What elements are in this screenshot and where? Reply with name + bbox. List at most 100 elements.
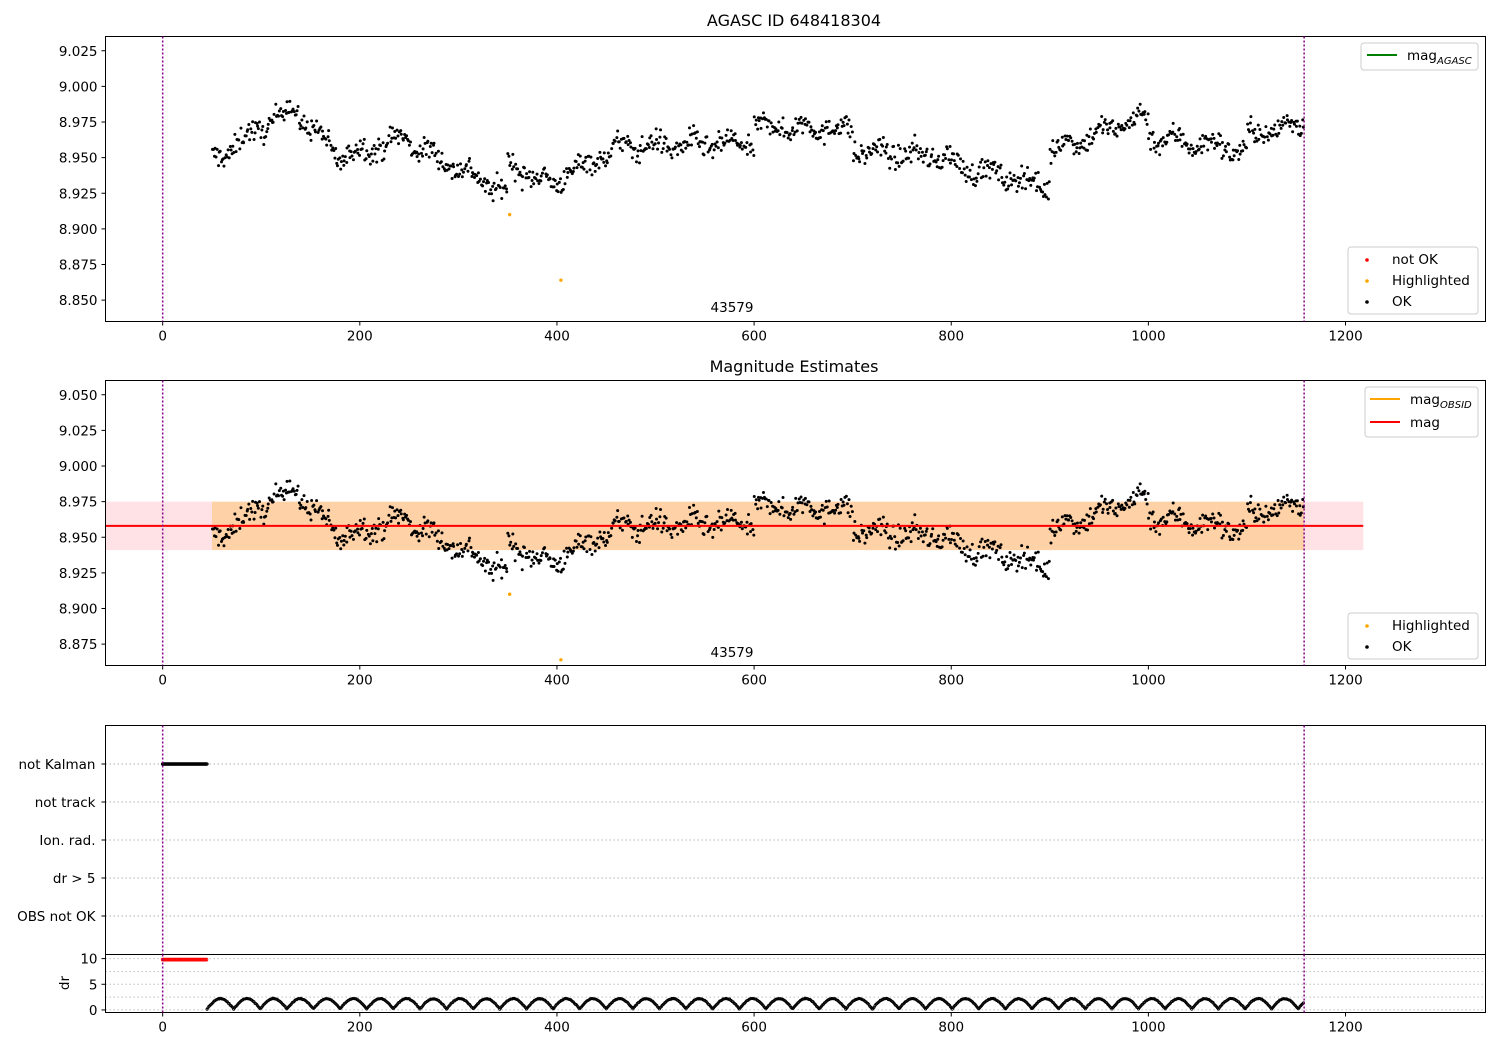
ok-point	[1062, 522, 1066, 526]
ok-point	[288, 99, 292, 103]
ok-point	[858, 160, 862, 164]
ok-point	[874, 528, 878, 532]
ok-point	[655, 138, 659, 142]
ok-point	[630, 535, 634, 539]
ok-point	[1209, 137, 1213, 141]
ok-point	[518, 170, 522, 174]
ok-point	[984, 554, 988, 558]
ok-point	[249, 506, 253, 510]
ok-point	[543, 546, 547, 550]
ok-point	[708, 526, 712, 530]
ok-point	[842, 124, 846, 128]
ok-point	[495, 550, 499, 554]
ok-point	[886, 536, 890, 540]
ok-point	[712, 527, 716, 531]
ok-point	[222, 544, 226, 548]
ok-point	[1224, 144, 1228, 148]
ok-point	[759, 126, 763, 130]
ok-point	[525, 551, 529, 555]
ok-point	[1101, 128, 1105, 132]
ok-point	[1022, 551, 1026, 555]
ok-point	[1288, 504, 1292, 508]
ok-point	[1173, 132, 1177, 136]
ok-point	[233, 512, 237, 516]
legend-highlighted-marker	[1365, 279, 1369, 283]
ok-point	[717, 129, 721, 133]
ok-point	[326, 514, 330, 518]
ok-point	[774, 127, 778, 131]
ok-point	[512, 165, 516, 169]
ok-point	[1082, 139, 1086, 143]
ok-point	[432, 141, 436, 145]
ok-point	[636, 149, 640, 153]
ok-point	[356, 148, 360, 152]
panel2-line-legend: magOBSID mag	[1364, 386, 1479, 438]
ok-point	[776, 508, 780, 512]
ok-point	[1101, 510, 1105, 514]
ok-point	[498, 185, 502, 189]
ok-point	[752, 115, 756, 119]
ok-point	[556, 190, 560, 194]
ok-point	[1133, 122, 1137, 126]
ok-point	[1045, 181, 1049, 185]
ok-point	[491, 184, 495, 188]
ok-point	[427, 155, 431, 159]
ok-point	[961, 539, 965, 543]
ok-point	[618, 146, 622, 150]
ok-point	[615, 515, 619, 519]
ok-point	[947, 537, 951, 541]
ok-point	[888, 534, 892, 538]
ok-point	[690, 132, 694, 136]
ok-point	[405, 513, 409, 517]
ok-point	[752, 154, 756, 158]
ok-point	[1041, 570, 1045, 574]
ok-point	[948, 161, 952, 165]
ok-point	[1094, 130, 1098, 134]
ok-point	[214, 535, 218, 539]
ok-point	[627, 138, 631, 142]
ok-point	[1012, 553, 1016, 557]
ok-point	[867, 526, 871, 530]
ok-point	[489, 567, 493, 571]
ok-point	[218, 529, 222, 533]
ok-point	[694, 516, 698, 520]
ok-point	[1072, 531, 1076, 535]
ok-point	[274, 482, 278, 486]
ok-point	[738, 143, 742, 147]
ok-point	[565, 175, 569, 179]
ok-point	[370, 526, 374, 530]
ok-point	[434, 531, 438, 535]
ok-point	[1116, 122, 1120, 126]
ok-point	[361, 142, 365, 146]
ok-point	[386, 141, 390, 145]
ok-point	[975, 179, 979, 183]
ok-point	[313, 130, 317, 134]
ok-point	[253, 511, 257, 515]
ok-point	[1228, 535, 1232, 539]
ok-point	[918, 526, 922, 530]
ok-point	[1108, 126, 1112, 130]
ok-point	[490, 571, 494, 575]
ok-point	[995, 169, 999, 173]
ok-point	[930, 153, 934, 157]
ok-point	[1042, 562, 1046, 566]
ok-point	[925, 527, 929, 531]
ok-point	[588, 168, 592, 172]
ok-point	[749, 522, 753, 526]
ok-point	[712, 148, 716, 152]
ok-point	[681, 529, 685, 533]
ok-point	[864, 153, 868, 157]
ok-point	[973, 184, 977, 188]
ok-point	[1006, 187, 1010, 191]
ok-point	[1129, 495, 1133, 499]
ok-point	[725, 128, 729, 132]
ok-point	[893, 547, 897, 551]
legend-not-ok-marker	[1365, 258, 1369, 262]
ok-point	[1119, 128, 1123, 132]
ok-point	[347, 144, 351, 148]
ok-point	[756, 495, 760, 499]
ok-point	[640, 135, 644, 139]
ok-point	[529, 564, 533, 568]
ok-point	[390, 126, 394, 130]
ok-point	[604, 544, 608, 548]
